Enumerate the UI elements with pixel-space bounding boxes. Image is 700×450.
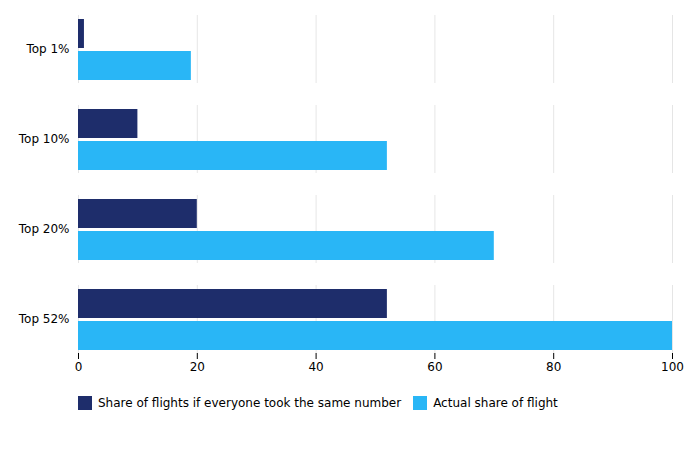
- svg-text:40: 40: [308, 360, 323, 374]
- svg-text:60: 60: [427, 360, 442, 374]
- svg-text:20: 20: [190, 360, 205, 374]
- svg-text:Top 10%: Top 10%: [18, 132, 70, 146]
- html-text:Share of flights if everyone t: Share of flights if everyone took the sa…: [98, 395, 402, 410]
- svg-text:Top 1%: Top 1%: [25, 42, 69, 56]
- html-text:Actual share of flight: Actual share of flight: [433, 395, 558, 410]
- svg-text:80: 80: [546, 360, 561, 374]
- svg-text:0: 0: [75, 360, 83, 374]
- svg-text:100: 100: [661, 360, 684, 374]
- svg-text:Top 20%: Top 20%: [18, 222, 70, 236]
- svg-text:Top 52%: Top 52%: [18, 312, 70, 326]
